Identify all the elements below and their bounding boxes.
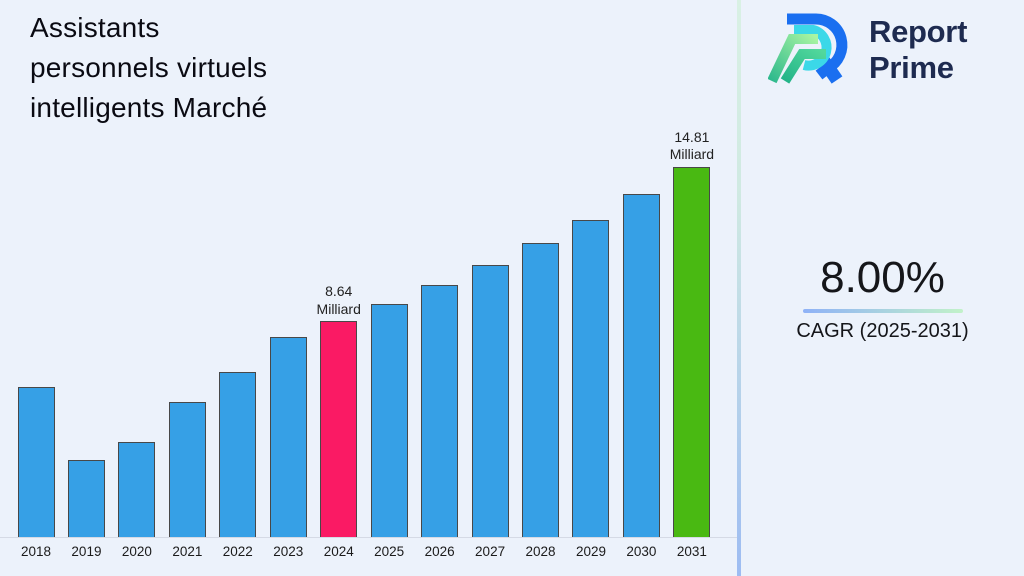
- x-axis-label-2018: 2018: [20, 544, 52, 559]
- bar-2026: [421, 285, 459, 537]
- bar-slot-2029: [569, 219, 613, 537]
- bar-2020: [118, 442, 156, 537]
- bar-2028: [522, 243, 560, 537]
- bar-2023: [269, 337, 307, 537]
- bar-2024: [320, 321, 358, 537]
- x-axis-label-2030: 2030: [626, 544, 657, 559]
- cagr-block: 8.00% CAGR (2025-2031): [741, 255, 1024, 343]
- x-axis-label-2028: 2028: [525, 544, 556, 559]
- cagr-label: CAGR (2025-2031): [796, 320, 969, 342]
- x-axis-labels: 2018 2019 2020 2021 2022 2023 2024 2025 2026 2027…: [14, 544, 714, 559]
- brand-name-line1: Report: [869, 14, 968, 49]
- x-axis-label-2023: 2023: [273, 544, 304, 559]
- x-axis-label-2020: 2020: [121, 544, 152, 559]
- bar-2021: [168, 402, 206, 537]
- x-axis-label-2029: 2029: [575, 544, 606, 559]
- bar-slot-2026: [418, 285, 462, 537]
- report-prime-logo-icon: [768, 13, 848, 84]
- x-axis-label-2025: 2025: [374, 544, 405, 559]
- bar-slot-2028: [519, 243, 563, 537]
- x-axis-label-2027: 2027: [475, 544, 506, 559]
- bar-slot-2027: [468, 265, 512, 537]
- bar-2019: [67, 459, 105, 537]
- bar-2031: [673, 166, 711, 537]
- market-bar-chart: 8.64 Milliard 14.81 Milliard 2018 2019 2020…: [0, 129, 738, 559]
- bar-slot-2023: [266, 337, 310, 537]
- bars-row: 8.64 Milliard 14.81 Milliard: [14, 129, 714, 537]
- x-axis-line: [0, 537, 738, 538]
- x-axis-label-2031: 2031: [676, 544, 707, 559]
- bar-value-label-2031: 14.81 Milliard: [669, 128, 715, 163]
- bar-slot-2031: 14.81 Milliard: [670, 129, 714, 537]
- bar-slot-2025: [367, 303, 411, 537]
- cagr-value: 8.00%: [820, 253, 945, 302]
- bar-slot-2019: [64, 459, 108, 537]
- page-title: Assistants personnels virtuels intellige…: [30, 12, 268, 123]
- x-axis-label-2021: 2021: [172, 544, 203, 559]
- bar-2027: [471, 265, 509, 537]
- bar-slot-2020: [115, 442, 159, 537]
- bar-2029: [572, 219, 610, 537]
- panel-divider: [737, 0, 741, 576]
- bar-slot-2022: [216, 372, 260, 537]
- brand-logo: Report Prime: [768, 11, 967, 86]
- x-axis-label-2026: 2026: [424, 544, 455, 559]
- bar-slot-2018: [14, 387, 58, 537]
- brand-name-line2: Prime: [869, 50, 954, 85]
- x-axis-label-2024: 2024: [323, 544, 354, 559]
- cagr-underline: [802, 309, 963, 313]
- bar-2018: [17, 387, 55, 537]
- x-axis-label-2022: 2022: [222, 544, 253, 559]
- bar-slot-2021: [165, 402, 209, 537]
- x-axis-label-2019: 2019: [71, 544, 102, 559]
- bar-value-label-2024: 8.64 Milliard: [316, 283, 361, 317]
- bar-slot-2030: [619, 194, 663, 537]
- bar-2022: [219, 372, 257, 537]
- bar-2030: [622, 194, 660, 537]
- bar-2025: [370, 303, 408, 537]
- bar-slot-2024: 8.64 Milliard: [317, 283, 361, 537]
- brand-name: Report Prime: [869, 14, 967, 86]
